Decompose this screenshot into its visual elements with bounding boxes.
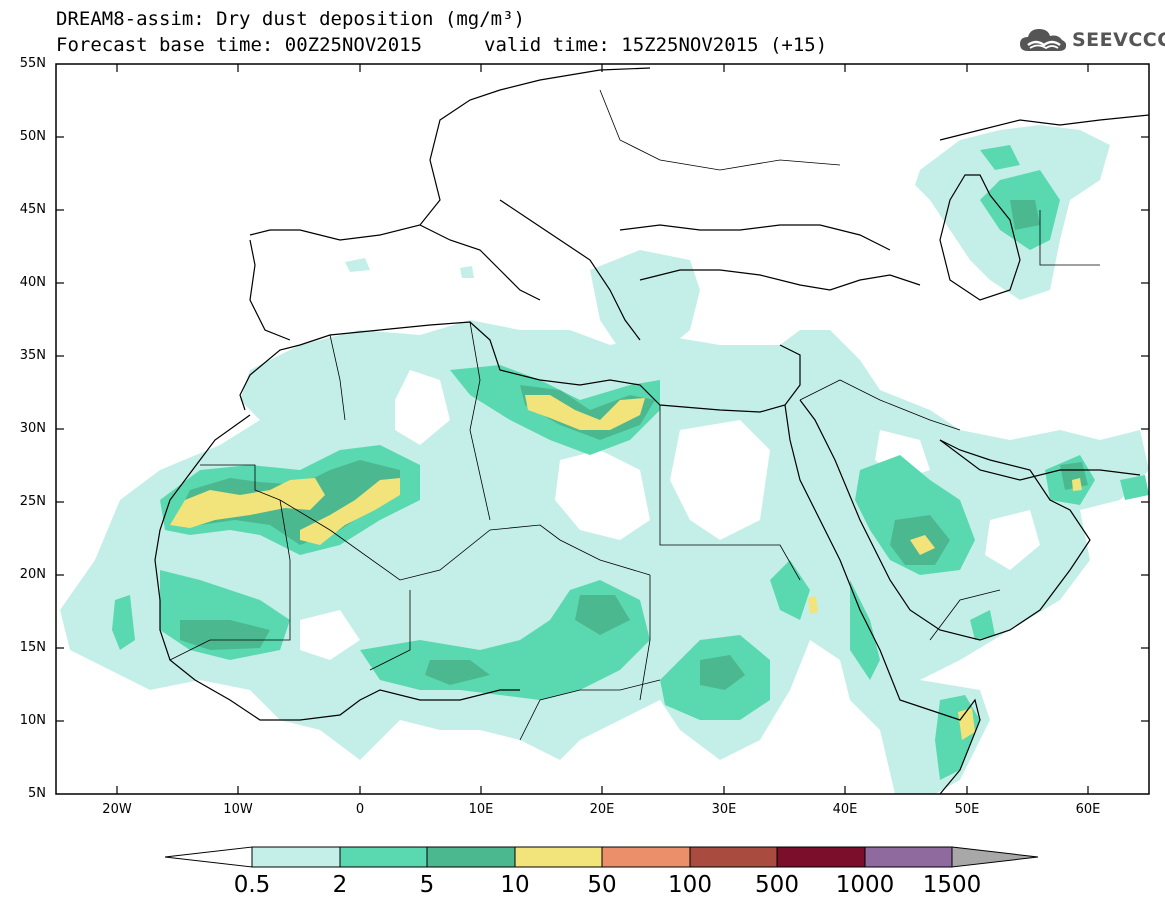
lat-label: 30N (19, 421, 46, 436)
lat-label: 20N (19, 567, 46, 582)
map-title: DREAM8-assim: Dry dust deposition (mg/m³… (56, 8, 525, 30)
lat-label: 5N (28, 786, 46, 801)
lon-label: 20E (589, 802, 615, 817)
colorbar-label: 50 (587, 872, 617, 898)
seevccc-logo: SEEVCCC (1018, 22, 1165, 58)
cloud-icon (1020, 29, 1067, 51)
lat-label: 45N (19, 202, 46, 217)
lon-label: 0 (355, 802, 365, 817)
lat-label: 50N (19, 129, 46, 144)
forecast-base-time: Forecast base time: 00Z25NOV2015 (56, 34, 423, 56)
lat-label: 35N (19, 348, 46, 363)
coastlines (154, 67, 1149, 794)
colorbar-label: 1500 (922, 872, 982, 898)
lon-label: 60E (1075, 802, 1101, 817)
lat-label: 55N (19, 56, 46, 71)
lat-label: 10N (19, 713, 46, 728)
country-borders (169, 89, 1100, 741)
colorbar-label: 500 (755, 872, 799, 898)
dust-free-areas (300, 370, 1040, 660)
dust-level-4-areas (170, 395, 1082, 740)
lon-label: 10E (468, 802, 494, 817)
colorbar-label: 1000 (835, 872, 895, 898)
colorbar-label: 5 (419, 872, 435, 898)
lon-label: 10W (223, 802, 253, 817)
logo-text: SEEVCCC (1072, 29, 1165, 51)
lon-label: 50E (954, 802, 980, 817)
tick-marks (56, 64, 1149, 794)
lat-label: 25N (19, 494, 46, 509)
colorbar-label: 0.5 (233, 872, 271, 898)
lon-label: 30E (711, 802, 737, 817)
colorbar-label: 100 (668, 872, 712, 898)
lon-label: 20W (102, 802, 132, 817)
colorbar-label: 2 (332, 872, 348, 898)
colorbar-label: 10 (500, 872, 530, 898)
valid-time: valid time: 15Z25NOV2015 (+15) (484, 34, 828, 56)
lat-label: 15N (19, 640, 46, 655)
lon-label: 40E (832, 802, 858, 817)
lat-label: 40N (19, 275, 46, 290)
